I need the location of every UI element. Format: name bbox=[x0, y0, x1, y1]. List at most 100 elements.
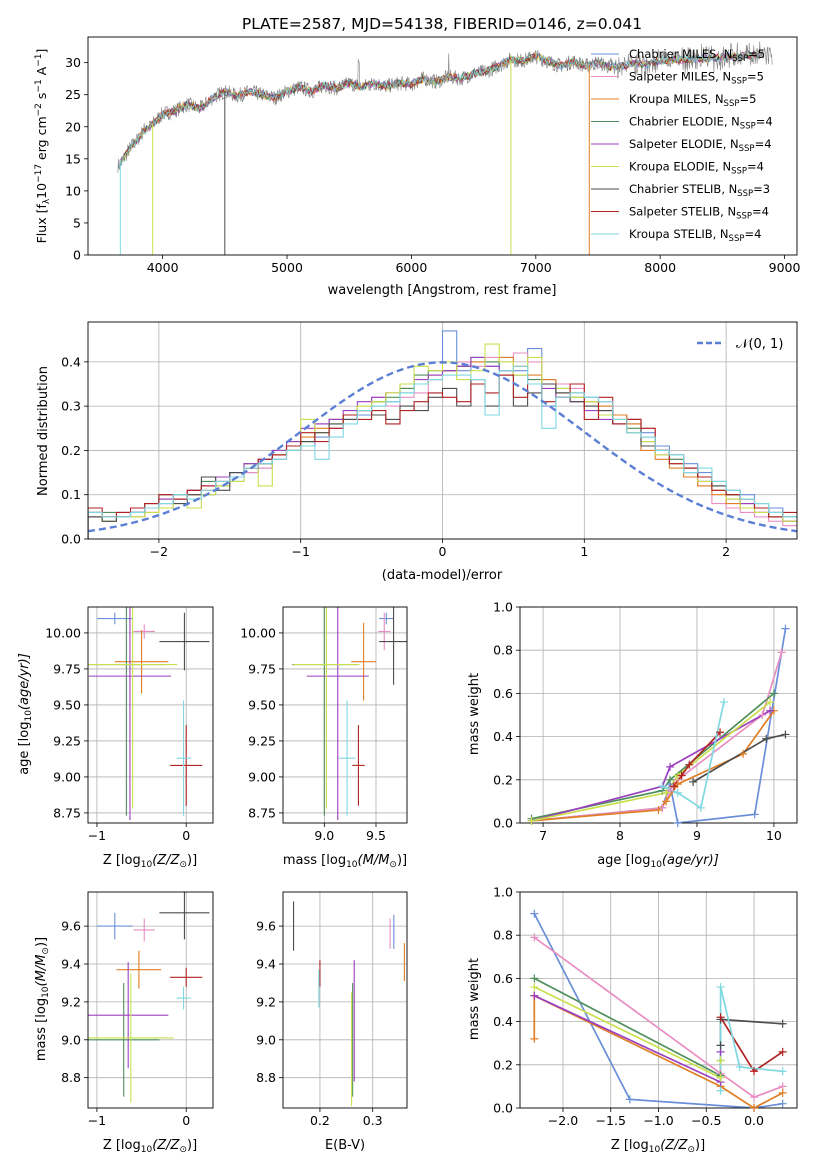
y-tick-label: 0.4 bbox=[493, 1014, 513, 1029]
mass-weight-vs-age-xlabel: age [log10(age/yr)] bbox=[597, 853, 719, 870]
legend-entry-label: Salpeter STELIB, NSSP=4 bbox=[629, 205, 769, 222]
x-tick-label: 5000 bbox=[271, 260, 303, 275]
plus-marker bbox=[716, 1086, 725, 1095]
y-tick-label: 9.2 bbox=[61, 994, 81, 1009]
plus-marker bbox=[658, 782, 667, 791]
plus-marker bbox=[766, 706, 775, 715]
legend-entry-label: Chabrier ELODIE, NSSP=4 bbox=[629, 115, 773, 132]
axes-frame bbox=[87, 36, 798, 256]
plus-marker bbox=[778, 1067, 787, 1076]
y-tick-label: 0.8 bbox=[493, 643, 513, 658]
legend-entry-label: Kroupa ELODIE, NSSP=4 bbox=[629, 160, 764, 177]
plot-area bbox=[292, 607, 407, 821]
residuals-panel: −2 −1 0 1 2 0.0 0.1 0.2 0.3 0.4 (data-model)/erro… bbox=[36, 321, 798, 583]
y-tick-label: 0.0 bbox=[493, 1101, 513, 1116]
model-spectrum-line bbox=[118, 51, 761, 170]
legend-entry-label: Salpeter ELODIE, NSSP=4 bbox=[629, 137, 772, 154]
y-tick-label: 9.00 bbox=[53, 769, 81, 784]
y-tick-label: 30 bbox=[65, 55, 81, 70]
x-tick-label: 0.3 bbox=[363, 1113, 383, 1128]
plot-area bbox=[117, 41, 773, 255]
x-tick-label: 8 bbox=[616, 828, 624, 843]
spectrum-panel: PLATE=2587, MJD=54138, FIBERID=0146, z=0… bbox=[34, 15, 801, 298]
x-tick-label: 8000 bbox=[644, 260, 676, 275]
mass-vs-z-ylabel: mass [log10(M/M⊙)] bbox=[34, 937, 51, 1061]
age-vs-z-ylabel: age [log10(age/yr)] bbox=[17, 653, 34, 775]
y-tick-label: 0.4 bbox=[61, 354, 81, 369]
mass-vs-z-xlabel: Z [log10(Z/Z⊙)] bbox=[103, 1138, 197, 1155]
plus-marker bbox=[662, 797, 671, 806]
y-tick-label: 0.8 bbox=[493, 928, 513, 943]
plus-marker bbox=[530, 974, 539, 983]
plus-marker bbox=[530, 909, 539, 918]
x-tick-label: −0.5 bbox=[691, 1113, 721, 1128]
spectrum-title: PLATE=2587, MJD=54138, FIBERID=0146, z=0… bbox=[242, 15, 642, 33]
x-tick-label: 0 bbox=[439, 544, 447, 559]
histogram-step bbox=[88, 365, 797, 539]
plus-marker bbox=[685, 760, 694, 769]
mass-weight-line bbox=[533, 913, 783, 1108]
age-vs-mass-xlabel: mass [log10(M/M⊙)] bbox=[283, 853, 407, 870]
plus-marker bbox=[762, 734, 771, 743]
plot-area bbox=[88, 607, 210, 821]
plus-marker bbox=[716, 983, 725, 992]
plus-marker bbox=[778, 1099, 787, 1108]
x-tick-label: 2 bbox=[722, 544, 730, 559]
x-tick-label: 9.0 bbox=[314, 828, 334, 843]
legend-entry-label: Chabrier MILES, NSSP=5 bbox=[629, 47, 765, 64]
plus-marker bbox=[716, 1056, 725, 1065]
plus-marker bbox=[530, 1034, 539, 1043]
axes-frame bbox=[282, 891, 408, 1109]
plus-marker bbox=[666, 775, 675, 784]
x-tick-label: −1.5 bbox=[596, 1113, 626, 1128]
plus-marker bbox=[673, 788, 682, 797]
axes-frame bbox=[282, 606, 408, 824]
y-tick-label: 0 bbox=[73, 248, 81, 263]
mass-weight-line bbox=[533, 936, 783, 1099]
model-spectrum-line bbox=[118, 51, 760, 170]
spectrum-legend: Chabrier MILES, NSSP=5 Salpeter MILES, NS… bbox=[591, 47, 773, 244]
x-tick-label: −1.0 bbox=[643, 1113, 673, 1128]
mass-vs-ebv-xlabel: E(B-V) bbox=[325, 1138, 365, 1153]
plot-area bbox=[88, 330, 797, 539]
axes-frame bbox=[519, 891, 798, 1109]
axes-frame bbox=[87, 891, 214, 1109]
plus-marker bbox=[662, 788, 671, 797]
plus-marker bbox=[777, 648, 786, 657]
mass-vs-z-panel: −1 0 8.8 9.0 9.2 9.4 9.6 Z [log10(Z/Z⊙)] mass … bbox=[34, 891, 214, 1155]
plus-marker bbox=[527, 816, 536, 825]
plus-marker bbox=[669, 782, 678, 791]
axes-frame bbox=[87, 606, 214, 824]
plus-marker bbox=[677, 771, 686, 780]
y-tick-label: 0.4 bbox=[493, 729, 513, 744]
plus-marker bbox=[530, 991, 539, 1000]
residuals-ylabel: Normed distribution bbox=[36, 366, 51, 496]
x-tick-label: 9.5 bbox=[366, 828, 386, 843]
plus-marker bbox=[781, 624, 790, 633]
y-tick-label: 1.0 bbox=[493, 600, 513, 615]
y-tick-label: 5 bbox=[73, 215, 81, 230]
age-vs-z-panel: −1 0 8.75 9.00 9.25 9.50 9.75 10.00 Z [log10(Z/… bbox=[17, 606, 214, 870]
y-tick-label: 8.8 bbox=[61, 1070, 81, 1085]
plus-marker bbox=[666, 762, 675, 771]
plus-marker bbox=[778, 1047, 787, 1056]
plus-marker bbox=[781, 730, 790, 739]
y-tick-label: 10.00 bbox=[240, 625, 276, 640]
mass-weight-vs-age-panel: 7 8 9 10 0.0 0.2 0.4 0.6 0.8 1.0 age [log10(age/y… bbox=[467, 600, 798, 870]
y-tick-label: 0.2 bbox=[493, 772, 513, 787]
x-tick-label: 7000 bbox=[520, 260, 552, 275]
residuals-legend: 𝒩(0, 1) bbox=[697, 337, 783, 352]
y-tick-label: 9.0 bbox=[256, 1032, 276, 1047]
x-tick-label: 4000 bbox=[147, 260, 179, 275]
plus-marker bbox=[530, 983, 539, 992]
ticks: −1 0 8.75 9.00 9.25 9.50 9.75 10.00 bbox=[45, 625, 190, 843]
y-tick-label: 8.75 bbox=[248, 805, 276, 820]
mass-weight-line bbox=[531, 692, 775, 820]
plus-marker bbox=[654, 806, 663, 815]
ticks: −2.0 −1.5 −1.0 −0.5 0.0 0.0 0.2 0.4 0.6 0.8 1.0 bbox=[493, 885, 764, 1129]
x-tick-label: 0.2 bbox=[310, 1113, 330, 1128]
gaussian-curve bbox=[88, 361, 797, 533]
plus-marker bbox=[719, 698, 728, 707]
plus-marker bbox=[778, 1019, 787, 1028]
ticks: 7 8 9 10 0.0 0.2 0.4 0.6 0.8 1.0 bbox=[493, 600, 782, 844]
